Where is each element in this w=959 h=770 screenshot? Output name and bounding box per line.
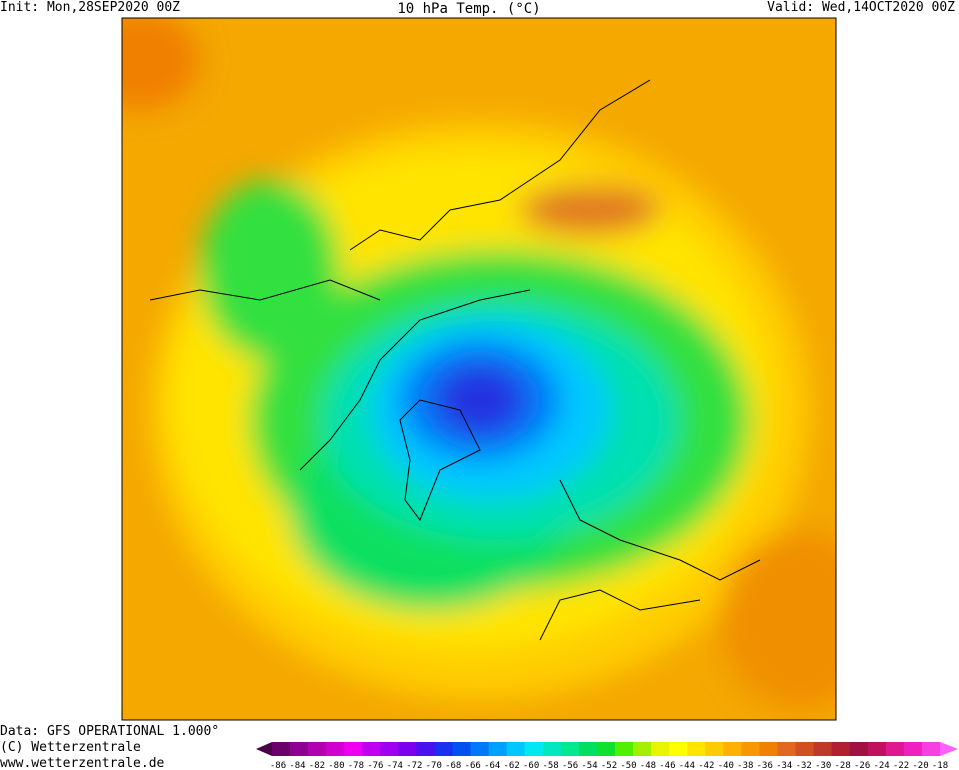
- colorbar-tick-label: -62: [504, 761, 520, 770]
- colorbar-swatch: [470, 742, 490, 756]
- copyright: (C) Wetterzentrale: [0, 740, 141, 755]
- map-frame: [121, 17, 837, 721]
- colorbar-swatch: [452, 742, 472, 756]
- colorbar-swatch: [687, 742, 706, 756]
- colorbar-swatch: [290, 742, 309, 756]
- colorbar-swatch: [326, 742, 345, 756]
- colorbar-tick-label: -76: [367, 761, 383, 770]
- colorbar-tick-label: -82: [309, 761, 325, 770]
- colorbar-swatch: [560, 742, 580, 756]
- colorbar-swatch: [795, 742, 815, 756]
- colorbar-swatch: [416, 742, 435, 756]
- colorbar-swatch: [777, 742, 797, 756]
- colorbar-swatch: [542, 742, 562, 756]
- colorbar-tick-label: -58: [542, 761, 558, 770]
- colorbar-tick-label: -42: [698, 761, 714, 770]
- colorbar-swatch: [885, 742, 905, 756]
- colorbar-swatch: [759, 742, 779, 756]
- colorbar-tick-label: -38: [737, 761, 753, 770]
- colorbar-tick-label: -50: [620, 761, 636, 770]
- field-shading: [122, 18, 836, 710]
- colorbar-tick-label: -18: [932, 761, 948, 770]
- colorbar-swatch: [362, 742, 381, 756]
- init-label: Init: Mon,28SEP2020 00Z: [0, 0, 180, 15]
- map-title: 10 hPa Temp. (°C): [397, 1, 540, 17]
- colorbar-tick-label: -60: [523, 761, 539, 770]
- coastlines: [149, 79, 761, 641]
- data-source: Data: GFS OPERATIONAL 1.000°: [0, 724, 219, 739]
- colorbar-swatch: [344, 742, 363, 756]
- colorbar-tick-label: -24: [873, 761, 889, 770]
- colorbar-swatch: [380, 742, 399, 756]
- colorbar-swatch: [578, 742, 598, 756]
- colorbar-tick-label: -36: [757, 761, 773, 770]
- colorbar-swatch: [903, 742, 923, 756]
- colorbar-tick-label: -20: [912, 761, 928, 770]
- colorbar-tick-label: -54: [581, 761, 597, 770]
- colorbar-tick-label: -56: [562, 761, 578, 770]
- colorbar-tick-label: -78: [348, 761, 364, 770]
- colorbar-tick-label: -66: [465, 761, 481, 770]
- colorbar-swatch: [272, 742, 291, 756]
- colorbar-swatch: [434, 742, 454, 756]
- colorbar-swatch: [615, 742, 634, 756]
- colorbar-tick-label: -46: [659, 761, 675, 770]
- colorbar-swatch: [651, 742, 670, 756]
- colorbar-swatch: [921, 742, 941, 756]
- colorbar-swatch: [741, 742, 760, 756]
- valid-label: Valid: Wed,14OCT2020 00Z: [767, 0, 955, 15]
- temperature-field: [122, 18, 836, 720]
- colorbar-swatch: [308, 742, 327, 756]
- colorbar-tick-label: -74: [387, 761, 403, 770]
- colorbar-tick-label: -28: [835, 761, 851, 770]
- colorbar-swatch: [488, 742, 508, 756]
- colorbar-swatch: [633, 742, 652, 756]
- colorbar-swatch: [669, 742, 688, 756]
- colorbar-swatch: [849, 742, 869, 756]
- colorbar-swatch: [524, 742, 544, 756]
- colorbar-tick-label: -86: [270, 761, 286, 770]
- colorbar-tick-label: -32: [796, 761, 812, 770]
- colorbar-tick-label: -34: [776, 761, 792, 770]
- colorbar-tick-label: -64: [484, 761, 500, 770]
- colorbar-tick-label: -52: [601, 761, 617, 770]
- colorbar-swatch: [723, 742, 742, 756]
- colorbar-tick-label: -72: [406, 761, 422, 770]
- colorbar-tick-label: -40: [718, 761, 734, 770]
- website: www.wetterzentrale.de: [0, 756, 165, 770]
- colorbar: -86 -84 -82 -80 -78 -76 -74 -72 -70 -68 -66 -64 -62-…: [256, 742, 958, 770]
- colorbar-tick-label: -68: [445, 761, 461, 770]
- colorbar-tick-label: -30: [815, 761, 831, 770]
- colorbar-tick-label: -22: [893, 761, 909, 770]
- colorbar-swatch: [506, 742, 526, 756]
- colorbar-swatch: [705, 742, 724, 756]
- colorbar-swatch: [813, 742, 833, 756]
- colorbar-arrow: [256, 742, 272, 756]
- colorbar-tick-label: -44: [679, 761, 695, 770]
- colorbar-swatch: [831, 742, 851, 756]
- colorbar-tick-label: -80: [328, 761, 344, 770]
- colorbar-tick-label: -70: [426, 761, 442, 770]
- colorbar-tick-label: -26: [854, 761, 870, 770]
- colorbar-arrow: [940, 742, 958, 756]
- colorbar-swatch: [867, 742, 887, 756]
- colorbar-tick-label: -84: [289, 761, 305, 770]
- colorbar-swatch: [596, 742, 616, 756]
- colorbar-swatch: [398, 742, 417, 756]
- colorbar-tick-label: -48: [640, 761, 656, 770]
